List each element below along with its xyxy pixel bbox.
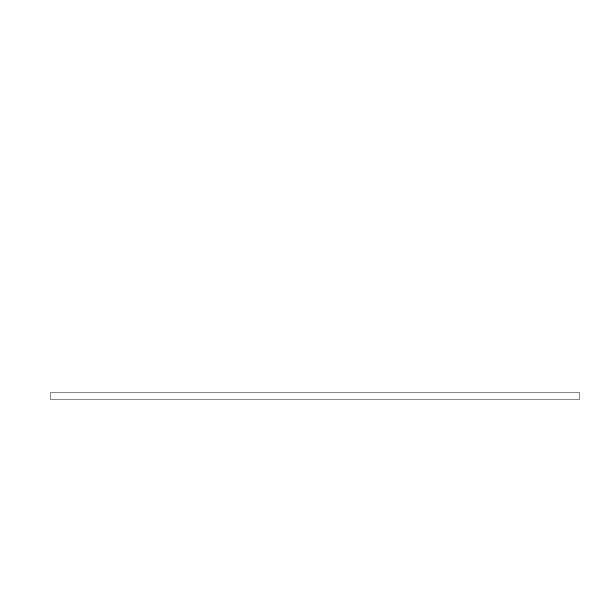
chart-svg [10, 6, 310, 156]
price-chart [10, 6, 590, 386]
legend [50, 392, 580, 400]
